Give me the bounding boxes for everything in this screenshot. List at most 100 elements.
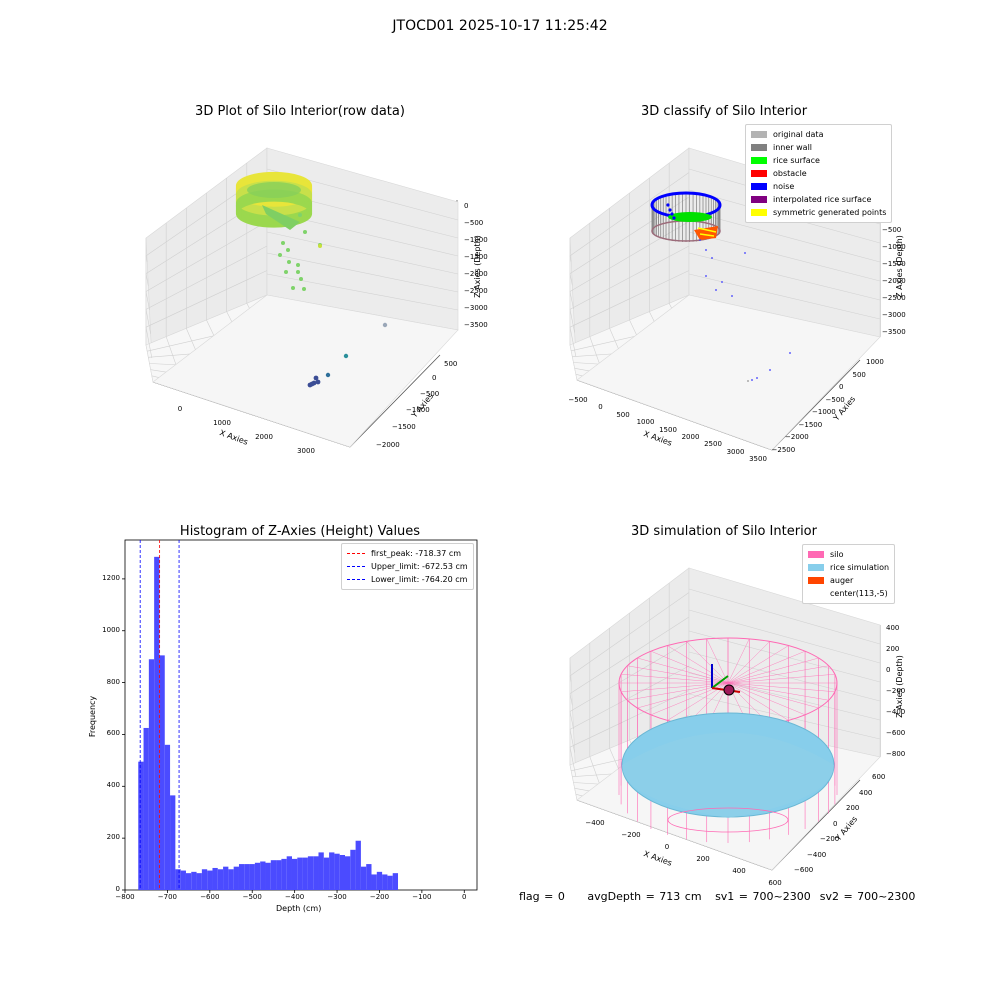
hist-bar [238,864,245,890]
hist-xtick-label: −200 [369,893,390,901]
p4-xtick-label: −400 [585,819,605,827]
p2-ytick-label: −1500 [798,420,823,429]
p2-noise-point [699,239,701,241]
p2-noise-point [721,281,723,283]
p4-silo-roof-line [727,682,789,721]
hist-bar [201,869,208,890]
p2-grid-line [688,273,881,320]
p1-ztick-label: −3500 [464,321,488,329]
hist-bar [392,873,399,890]
legend-rice-sim: rice simulation [830,563,890,572]
hist-xtick-label: −600 [200,893,220,901]
p4-ztick-label: −800 [886,750,906,758]
hist-bar [154,556,160,890]
hist-bar [334,853,340,890]
hist-xtick-label: −800 [115,893,135,901]
figure-title: JTOCD01 2025-10-17 11:25:42 [392,18,608,34]
p4-silo-roof-line [727,657,819,684]
panel4-legend: silo rice simulation auger center(113,-5… [802,544,896,604]
p4-silo-roof-line [727,674,835,684]
hist-bar [276,860,282,890]
p2-ytick-label: −1000 [812,408,836,416]
hist-ytick-label: 600 [106,729,120,738]
p4-ztick-label: −600 [886,729,906,737]
p1-data-point [287,260,291,264]
p4-ytick-label: 400 [859,788,873,797]
panel4-title: 3D simulation of Silo Interior [631,524,817,539]
p1-data-point [325,372,331,378]
hist-bar [387,875,393,890]
p2-noise-point [705,275,707,277]
p2-noise-point [666,203,670,207]
legend-swatch-inner-wall [751,144,767,151]
legend-swatch-symmetric [751,209,767,216]
p2-grid-line [688,252,881,301]
legend-swatch-noise [751,183,767,190]
p1-data-point [309,381,315,387]
p2-ytick-label: 500 [852,370,866,379]
hist-xtick-label: −300 [327,893,347,901]
hist-legend: first_peak: -718.37 cm Upper_limit: -672… [341,543,474,590]
p4-auger-marker [723,684,735,696]
p2-xtick-label: 1500 [659,425,677,434]
legend-auger: auger [830,576,854,585]
hist-xtick-label: 0 [462,893,467,901]
legend-upper: Upper_limit: -672.53 cm [371,562,468,571]
p2-grid-line [688,210,881,263]
p1-data-point [343,353,349,359]
legend-lower: Lower_limit: -764.20 cm [371,575,468,584]
p1-data-point [291,286,295,290]
p4-rice-top [622,732,834,818]
hist-bar [170,795,176,890]
p1-grid-line [145,255,148,263]
p2-noise-point [668,208,672,212]
p4-xtick-label: −200 [621,831,641,839]
p1-grid-line [145,273,149,287]
hist-bar [270,860,277,890]
p4-silo-roof-line [727,665,829,684]
hist-bar [244,864,250,890]
p4-xtick-label: 600 [768,879,782,887]
p2-ytick-label: 0 [839,383,844,391]
hist-bar [366,864,372,890]
legend-inner-wall: inner wall [773,143,813,152]
hist-bar [323,857,330,890]
p2-xtick-label: 3500 [749,455,767,464]
p2-ztick-label: −3500 [882,328,906,336]
p4-silo-roof-line [621,674,729,684]
p1-ring-inner [247,182,301,198]
p1-ztick-label: −2500 [464,287,488,295]
p1-ytick-label: −500 [420,390,440,398]
legend-swatch-center [808,590,824,597]
p2-xtick-label: 3000 [726,447,745,456]
p1-data-point [303,230,307,234]
p4-silo-roof-line [727,682,835,692]
footer-avg-depth: avgDepth = 713 cm [587,890,702,903]
footer-flag: flag = 0 [519,890,565,903]
p2-ztick-label: −1500 [882,260,906,268]
hist-bar [355,840,361,890]
p2-ytick-label: −2500 [771,445,796,454]
p4-grid-line [688,651,881,702]
hist-bar [254,862,261,890]
p1-grid-line [145,291,150,311]
p1-data-point [296,270,300,274]
p1-ztick-label: −2000 [464,270,488,278]
hist-xtick-label: −700 [157,893,178,901]
p1-xtick-label: 3000 [297,447,315,455]
p4-ytick-label: −600 [794,866,814,874]
p4-silo-roof-line [621,682,729,692]
p1-data-point [284,270,288,274]
panel3-title: Histogram of Z-Axies (Height) Values [179,524,421,539]
hist-xtick-label: −100 [412,893,432,901]
p2-noise-point [751,379,753,381]
p2-noise-point [672,216,676,220]
p4-silo-roof-line [727,638,750,684]
legend-original: original data [773,130,824,139]
p2-ztick-label: −500 [882,226,902,234]
p2-floor-pane2 [576,294,881,451]
p1-ytick-label: −1500 [392,423,416,431]
p4-ztick-label: 400 [886,624,900,632]
legend-swatch-rice-sim [808,564,824,571]
